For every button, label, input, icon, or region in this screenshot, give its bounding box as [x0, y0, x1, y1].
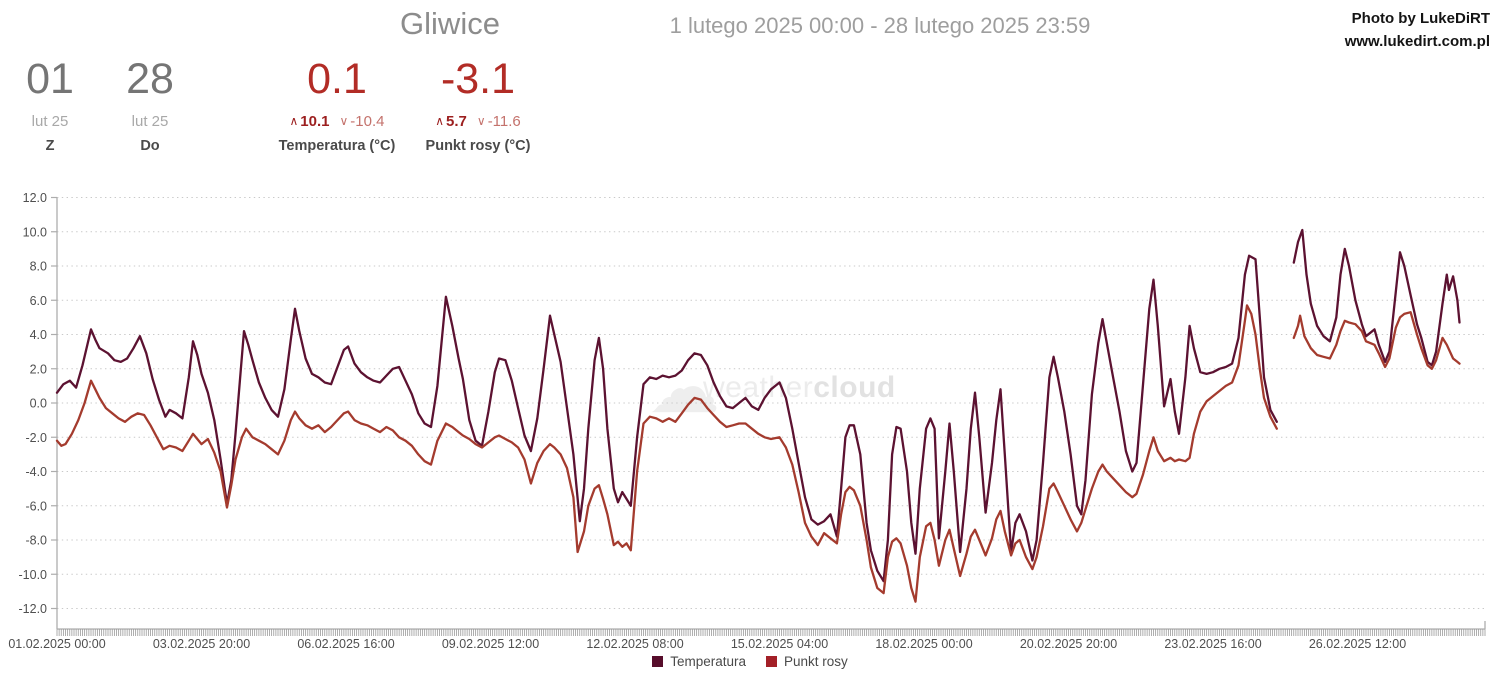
temperature-swatch	[652, 656, 664, 667]
to-label: Do	[140, 138, 160, 154]
legend-item-dew-point[interactable]: Punkt rosy	[766, 654, 848, 669]
x-axis-label: 12.02.2025 08:00	[586, 637, 683, 651]
y-axis-label: -6.0	[25, 499, 47, 513]
temperature-label: Temperatura (°C)	[278, 138, 396, 154]
to-day: 28	[126, 55, 174, 103]
page-title: Gliwice	[400, 6, 500, 41]
stat-temperature: 0.1 ∧ 10.1 ∨ -10.4 Temperatura (°C)	[278, 55, 396, 155]
from-day: 01	[26, 55, 74, 103]
chart-area: ☁ weathercloud 12.0 10.0 8.0 6.0 4.0 2.0 0.0 -2.0…	[0, 185, 1500, 685]
x-axis-label: 15.02.2025 04:00	[731, 637, 828, 651]
y-axis-label: 10.0	[23, 225, 47, 239]
y-axis-label: 6.0	[30, 294, 47, 308]
stat-dew-point: -3.1 ∧ 5.7 ∨ -11.6 Punkt rosy (°C)	[425, 55, 531, 155]
from-month: lut 25	[31, 113, 69, 130]
chevron-up-icon: ∧	[289, 114, 299, 128]
dew-point-min-value: -11.6	[487, 113, 521, 130]
photo-credit-line1: Photo by LukeDiRT	[1351, 10, 1490, 27]
legend-label-temperature: Temperatura	[670, 654, 746, 669]
y-axis-label: 4.0	[30, 328, 47, 342]
chevron-down-icon: ∨	[339, 114, 349, 128]
y-axis-label: -12.0	[19, 602, 48, 616]
photo-credit: Photo by LukeDiRT www.lukedirt.com.pl	[1345, 8, 1490, 53]
dew-point-swatch	[766, 656, 777, 667]
y-axis-label: -2.0	[25, 431, 47, 445]
dew-point-label: Punkt rosy (°C)	[425, 138, 531, 154]
temperature-current-value: 0.1	[307, 55, 367, 103]
x-axis-label: 09.02.2025 12:00	[442, 637, 539, 651]
photo-credit-line2: www.lukedirt.com.pl	[1344, 32, 1490, 50]
y-axis-label: 12.0	[23, 191, 47, 205]
dew-point-max-value: 5.7	[446, 113, 467, 130]
x-axis-label: 06.02.2025 16:00	[297, 637, 394, 651]
temperature-minmax: ∧ 10.1 ∨ -10.4	[279, 113, 396, 131]
x-axis-minor-ticks	[56, 629, 1486, 636]
to-month: lut 25	[131, 113, 169, 130]
y-axis-label: -10.0	[19, 568, 48, 582]
x-axis-label: 18.02.2025 00:00	[875, 637, 972, 651]
date-range: 1 lutego 2025 00:00 - 28 lutego 2025 23:…	[669, 13, 1091, 38]
x-axis-label: 03.02.2025 20:00	[153, 637, 250, 651]
x-axis-label: 26.02.2025 12:00	[1309, 637, 1406, 651]
from-label: Z	[45, 138, 55, 154]
dew-point-minmax: ∧ 5.7 ∨ -11.6	[426, 113, 531, 131]
temperature-dewpoint-chart[interactable]: ☁weathercloud 12.0 10.0 8.0 6.0 4.0 2.0 0.0 -2.0…	[0, 185, 1500, 685]
temperature-line	[1292, 228, 1461, 367]
weathercloud-watermark-text: weathercloud	[702, 371, 896, 404]
stat-to-date: 28 lut 25 Do	[126, 55, 174, 155]
weathercloud-watermark-cloud-icon: ☁	[648, 348, 720, 428]
legend-label-dew-point: Punkt rosy	[784, 654, 848, 669]
y-axis-label: 0.0	[30, 397, 47, 411]
x-axis-label: 01.02.2025 00:00	[8, 637, 105, 651]
dew-point-line	[55, 304, 1278, 603]
x-axis-label: 23.02.2025 16:00	[1164, 637, 1261, 651]
chart-legend: Temperatura Punkt rosy	[0, 654, 1500, 669]
legend-item-temperature[interactable]: Temperatura	[652, 654, 746, 669]
temperature-line	[55, 254, 1278, 583]
chevron-up-icon: ∧	[435, 114, 445, 128]
y-axis-label: -8.0	[25, 534, 47, 548]
y-axis-label: -4.0	[25, 465, 47, 479]
y-axis-label: 2.0	[30, 362, 47, 376]
y-axis-label: 8.0	[30, 260, 47, 274]
dew-point-line	[1292, 311, 1461, 370]
dew-point-current-value: -3.1	[440, 55, 516, 103]
stat-from-date: 01 lut 25 Z	[26, 55, 74, 155]
temperature-max-value: 10.1	[300, 113, 330, 130]
x-axis-label: 20.02.2025 20:00	[1020, 637, 1117, 651]
temperature-min-value: -10.4	[350, 113, 385, 130]
chevron-down-icon: ∨	[476, 114, 486, 128]
